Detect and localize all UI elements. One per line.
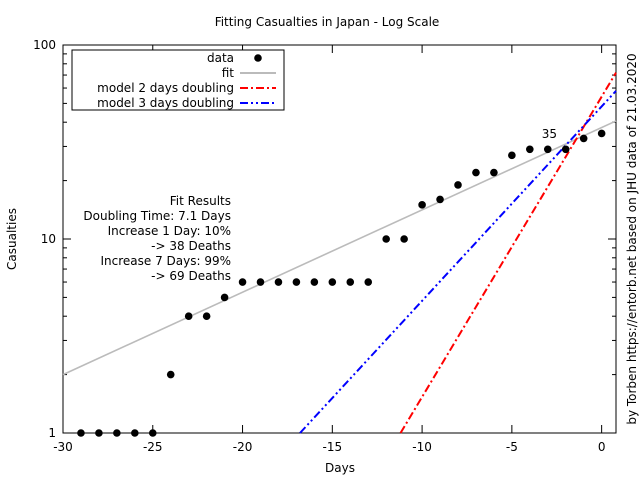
data-point	[148, 429, 157, 437]
series-line-1	[62, 120, 617, 376]
legend: data fit model 2 days doubling model 3 d…	[71, 49, 285, 111]
fit-results-line: Increase 1 Day: 10%	[108, 224, 231, 238]
data-point	[184, 312, 193, 321]
data-point	[472, 168, 480, 177]
data-point	[400, 235, 408, 243]
data-point	[579, 134, 588, 143]
chart-title: Fitting Casualties in Japan - Log Scale	[215, 15, 440, 29]
fit-results-line: -> 38 Deaths	[151, 239, 231, 253]
data-point	[490, 168, 498, 177]
point-label: 35	[542, 127, 557, 141]
data-point	[508, 151, 516, 160]
data-point	[382, 235, 390, 243]
legend-label: fit	[222, 66, 235, 80]
data-point	[113, 429, 121, 437]
x-tick-label: 0	[598, 440, 606, 454]
series-lines	[62, 72, 617, 434]
data-point	[131, 429, 139, 437]
data-point	[274, 278, 283, 286]
fit-results-line: Fit Results	[170, 194, 231, 208]
data-point	[238, 278, 247, 286]
x-tick-label: -5	[506, 440, 518, 454]
data-point	[364, 278, 373, 286]
data-point	[454, 181, 462, 189]
fit-results-line: -> 69 Deaths	[151, 269, 231, 283]
data-point	[292, 278, 301, 286]
series-line-3	[299, 90, 617, 434]
data-point	[526, 145, 534, 154]
series-line-2	[399, 72, 617, 434]
axis-ticks: -30 -25 -20 -15 -10 -5 0 1 10 100	[33, 38, 616, 454]
data-point	[310, 278, 319, 286]
legend-label: model 3 days doubling	[97, 96, 234, 110]
legend-marker	[254, 54, 262, 62]
y-tick-label: 100	[33, 38, 56, 52]
data-point	[597, 129, 606, 138]
y-tick-label: 10	[41, 232, 56, 246]
fit-results-line: Doubling Time: 7.1 Days	[83, 209, 231, 223]
x-tick-label: -15	[323, 440, 343, 454]
x-tick-label: -10	[412, 440, 432, 454]
series-points	[77, 129, 606, 437]
legend-box	[71, 49, 285, 111]
x-tick-label: -30	[53, 440, 73, 454]
fit-results: Fit Results Doubling Time: 7.1 Days Incr…	[83, 194, 231, 283]
data-point	[95, 429, 103, 437]
x-axis-label: Days	[325, 461, 355, 475]
data-point	[561, 145, 570, 154]
x-tick-label: -20	[233, 440, 253, 454]
data-point	[436, 195, 444, 204]
data-point	[328, 278, 337, 286]
legend-label: data	[207, 51, 234, 65]
y-tick-label: 1	[48, 426, 56, 440]
x-tick-label: -25	[143, 440, 163, 454]
data-point	[77, 429, 85, 437]
y-axis-label: Casualties	[5, 208, 19, 270]
data-point	[418, 201, 426, 209]
data-point	[166, 370, 175, 379]
data-point	[346, 278, 355, 286]
data-point	[220, 293, 229, 302]
credit-text: by Torben https://entorb.net based on JH…	[625, 53, 639, 424]
data-point	[543, 145, 552, 154]
data-point	[256, 278, 265, 286]
fit-results-line: Increase 7 Days: 99%	[100, 254, 231, 268]
legend-label: model 2 days doubling	[97, 81, 234, 95]
data-point	[202, 312, 211, 321]
